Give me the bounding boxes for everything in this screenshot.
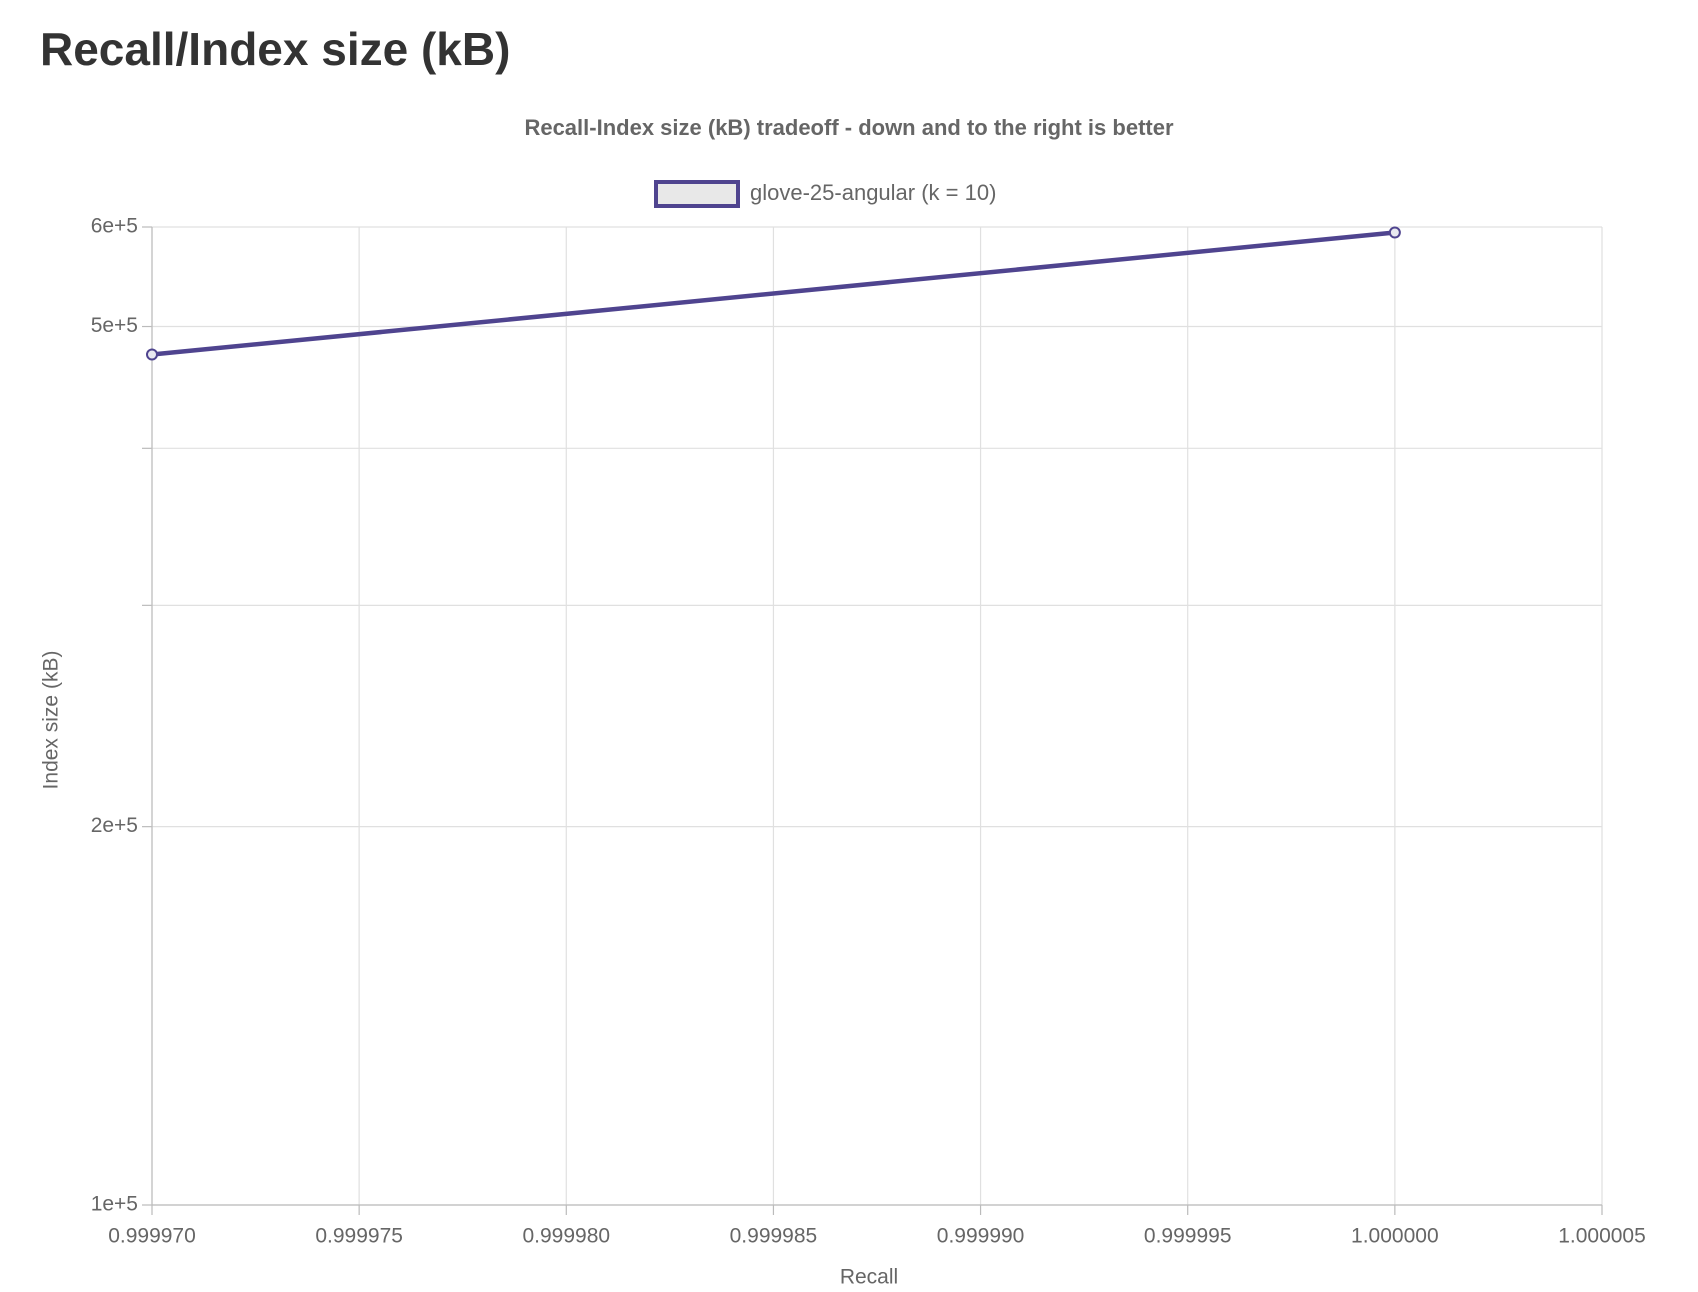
x-axis-label: Recall [840,1266,898,1289]
x-tick-label: 0.999995 [1144,1225,1232,1248]
data-point [146,348,158,361]
x-tick-label: 0.999980 [522,1225,610,1248]
x-tick-label: 0.999975 [315,1225,403,1248]
y-axis-label: Index size (kB) [40,651,63,790]
x-tick-label: 0.999970 [108,1225,196,1248]
y-tick-label: 6e+5 [91,215,138,238]
x-tick-label: 1.000000 [1351,1225,1439,1248]
series-line [151,230,1396,357]
y-tick-label: 1e+5 [91,1193,138,1216]
data-point [1388,226,1401,239]
chart-title: Recall-Index size (kB) tradeoff - down a… [524,115,1174,140]
y-tick-label: 2e+5 [91,814,138,837]
x-tick-label: 0.999985 [730,1225,818,1248]
x-tick-label: 0.999990 [937,1225,1025,1248]
y-tick-label: 5e+5 [91,314,138,337]
legend-label: glove-25-angular (k = 10) [750,180,996,205]
legend-swatch [654,180,740,208]
page-heading: Recall/Index size (kB) [40,23,511,75]
x-tick-label: 1.000005 [1558,1225,1646,1248]
